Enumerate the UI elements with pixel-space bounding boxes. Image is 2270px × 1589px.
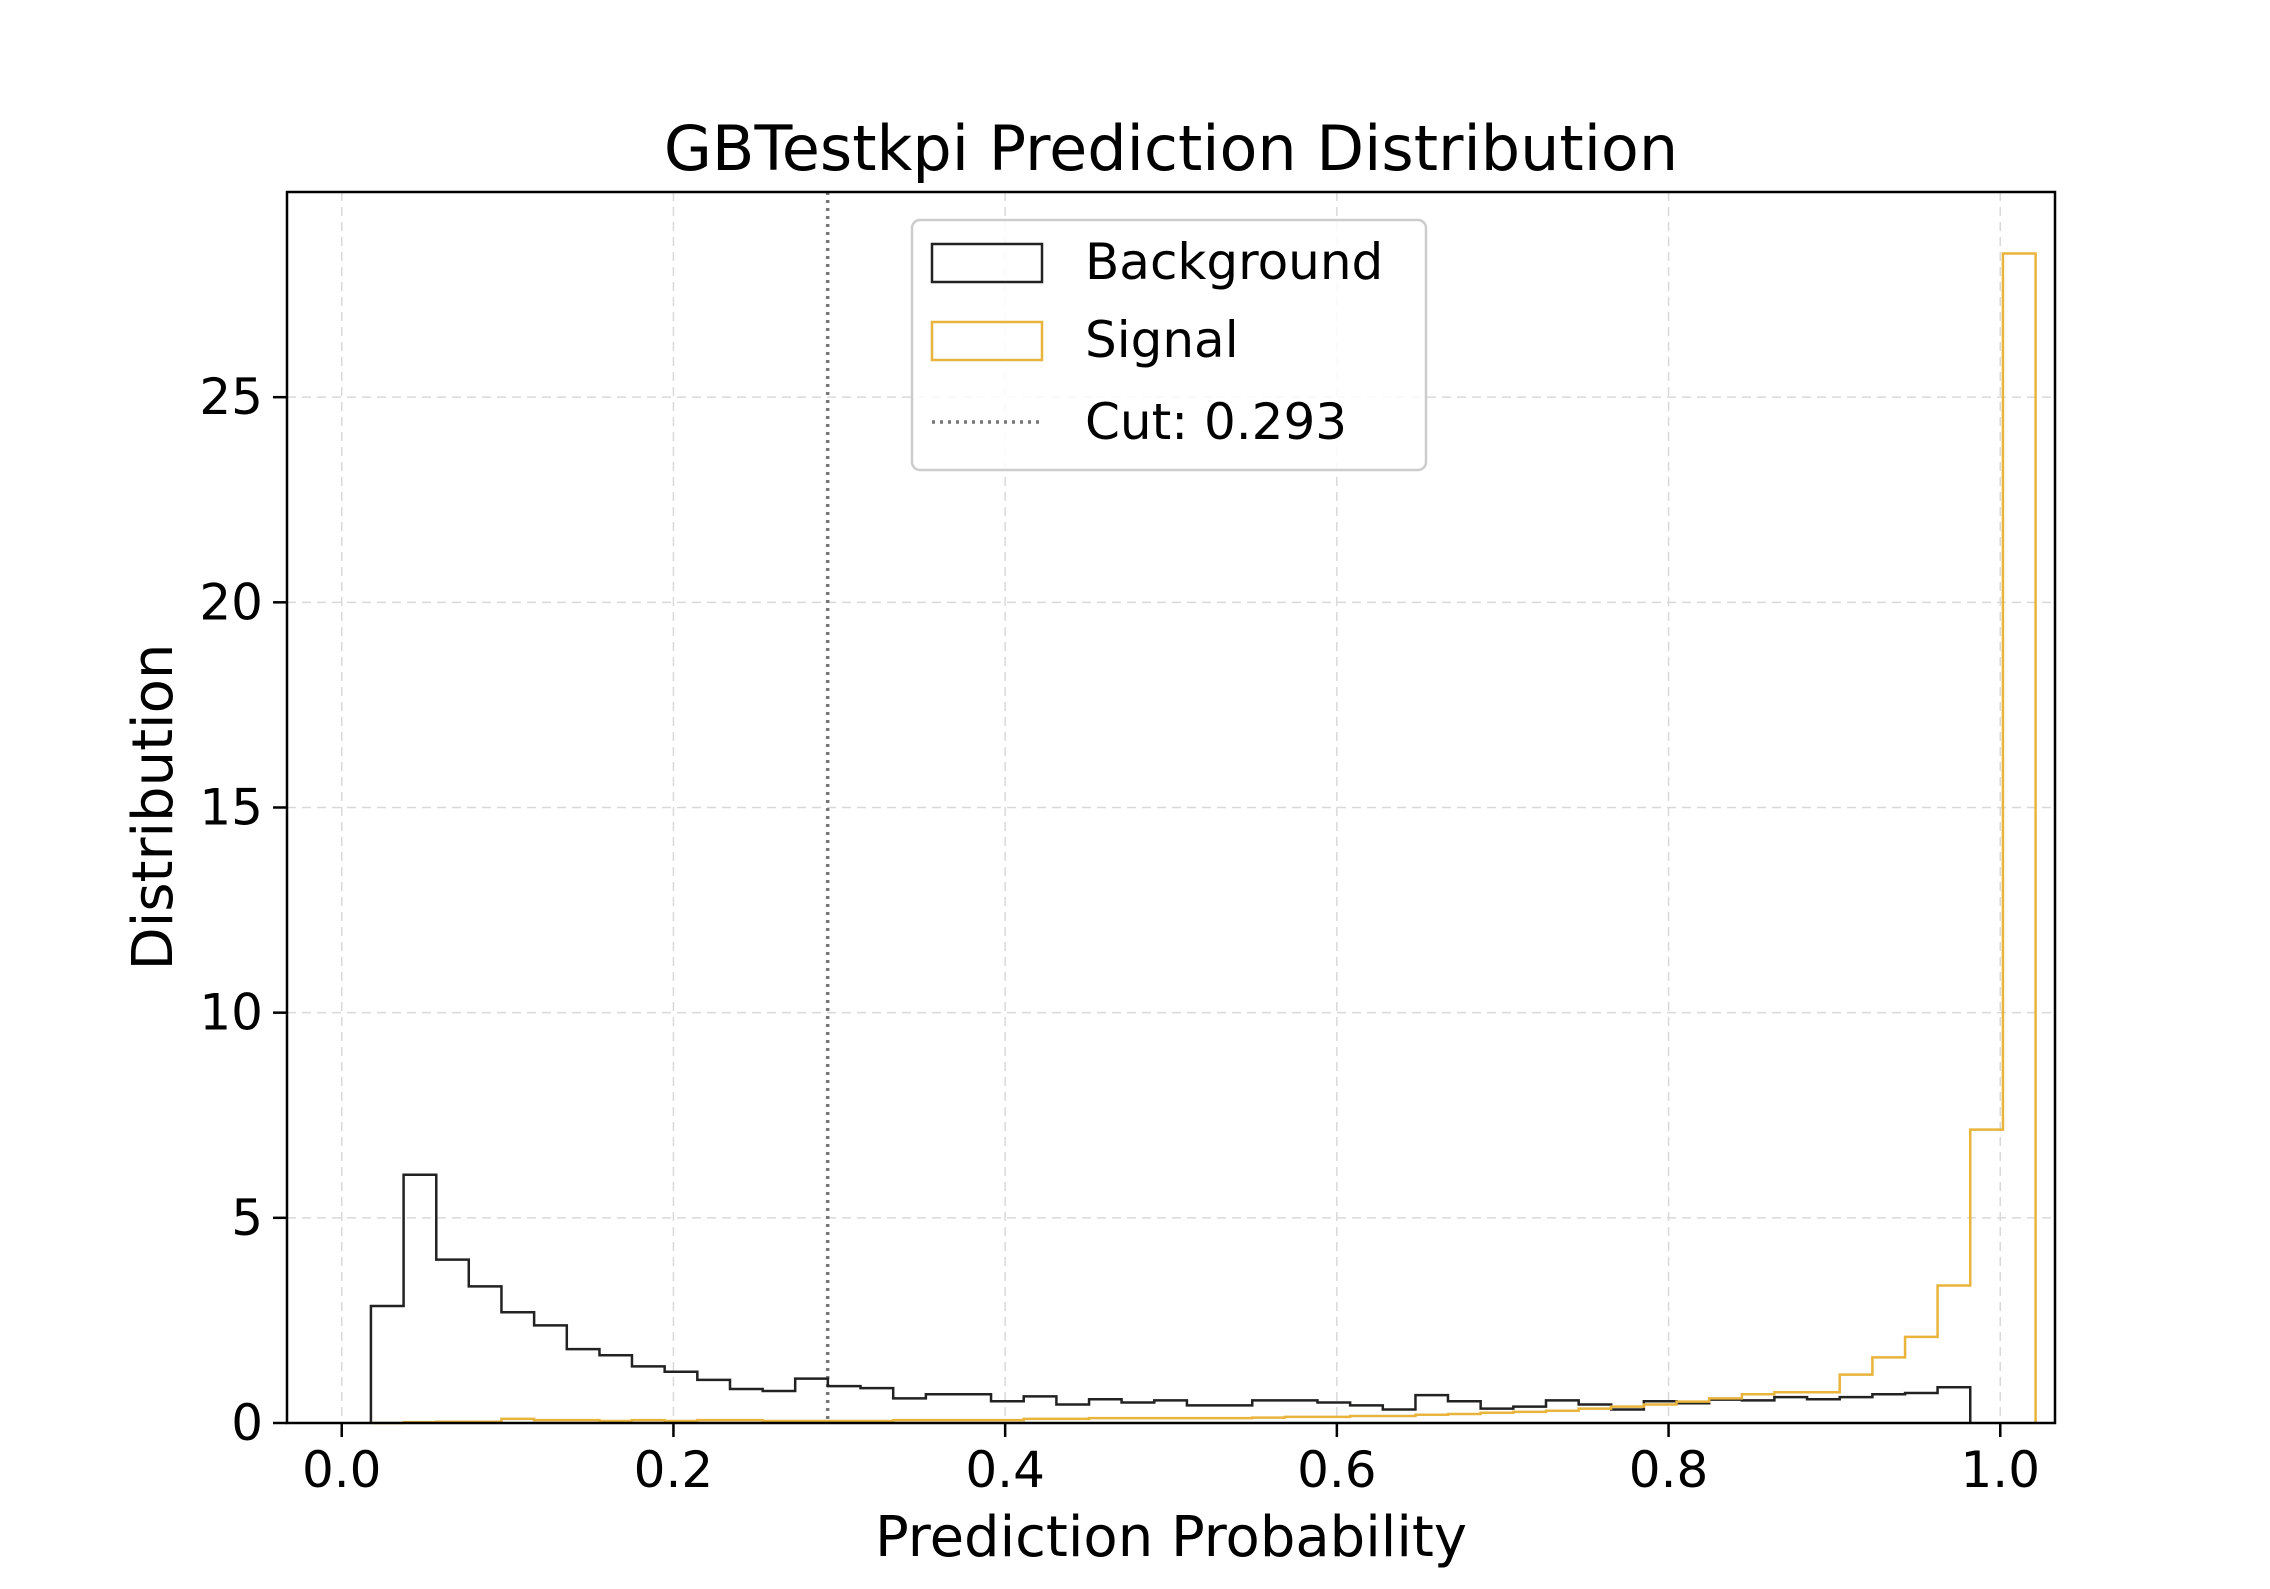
legend-label-signal: Signal xyxy=(1085,311,1239,369)
legend: Background Signal Cut: 0.293 xyxy=(910,218,1428,472)
legend-label-background: Background xyxy=(1085,233,1383,291)
y-tick-label: 20 xyxy=(199,573,263,631)
x-tick-label: 0.8 xyxy=(1629,1441,1709,1499)
x-tick-label: 0.4 xyxy=(965,1441,1045,1499)
y-tick-label: 10 xyxy=(199,984,263,1042)
x-axis-ticks: 0.0 0.2 0.4 0.6 0.8 1.0 xyxy=(302,1423,2040,1499)
y-tick-label: 0 xyxy=(231,1394,263,1452)
x-tick-label: 0.0 xyxy=(302,1441,382,1499)
x-tick-label: 1.0 xyxy=(1961,1441,2041,1499)
x-axis-label: Prediction Probability xyxy=(875,1505,1467,1570)
legend-label-cut: Cut: 0.293 xyxy=(1085,393,1347,451)
x-tick-label: 0.2 xyxy=(634,1441,714,1499)
legend-swatch-background xyxy=(930,242,1044,284)
y-tick-label: 5 xyxy=(231,1189,263,1247)
legend-swatch-signal xyxy=(930,320,1044,362)
chart-title: GBTestkpi Prediction Distribution xyxy=(664,112,1678,185)
y-axis-label: Distribution xyxy=(121,644,186,971)
y-axis-ticks: 0 5 10 15 20 25 xyxy=(199,368,287,1452)
y-tick-label: 25 xyxy=(199,368,263,426)
series-signal-outline xyxy=(370,252,2037,1425)
grid-lines xyxy=(287,192,2055,1424)
x-tick-label: 0.6 xyxy=(1297,1441,1377,1499)
y-tick-label: 15 xyxy=(199,779,263,837)
histogram-series xyxy=(369,252,2037,1425)
